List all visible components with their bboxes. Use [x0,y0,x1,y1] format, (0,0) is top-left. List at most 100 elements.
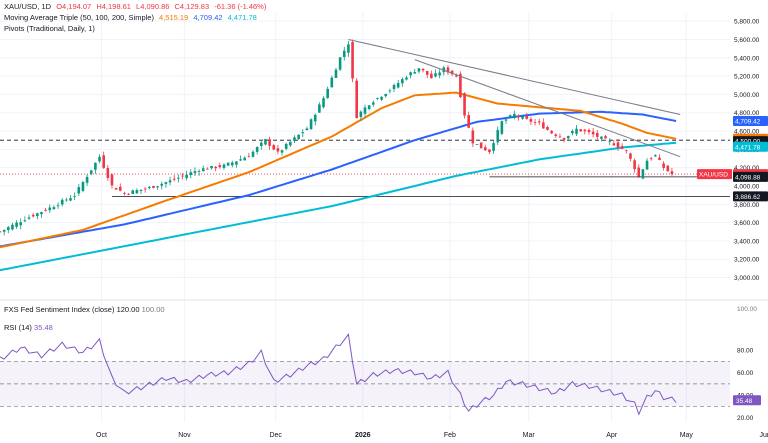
candle-body [222,164,226,168]
price-tag-box [733,116,768,127]
candle-body [359,111,363,117]
candle-body [65,199,68,201]
trendline [414,59,681,158]
candle-body [401,79,404,84]
candle-body [525,115,529,119]
candle-body [44,209,47,211]
time-tick-label: Jun [759,432,768,439]
candle-body [218,165,222,168]
price-tag-label: 3,886.62 [735,194,761,201]
candle-body [508,115,512,118]
candle-body [56,205,60,207]
candle-body [272,145,276,150]
price-tick-label: 5,600.00 [734,37,760,44]
candle-body [371,102,375,105]
candle-body [471,130,475,144]
candle-body [210,165,213,169]
ma200-line [0,141,677,272]
candle-body [633,160,636,170]
candle-body [334,69,338,78]
candle-body [239,159,242,161]
ma100-line [0,110,677,248]
trendlines [348,38,681,158]
candle-body [131,190,135,195]
candle-body [148,186,151,189]
candle-body [31,214,35,217]
candle-body [52,207,56,210]
candle-body [625,150,628,152]
ma200-value: 4,471.78 [227,13,257,22]
rsi-legend-value: 35.48 [34,323,53,332]
time-tick-label: Oct [96,432,107,439]
ohlc-legend: XAU/USD, 1D O4,194.07 H4,198.61 L4,090.8… [4,1,269,12]
candle-body [255,147,259,152]
ma-legend[interactable]: Moving Average Triple (50, 100, 200, Sim… [4,12,269,23]
candle-body [89,170,93,174]
candle-body [235,161,238,165]
pivots-legend[interactable]: Pivots (Traditional, Daily, 1) [4,23,269,34]
candle-body [620,146,624,149]
time-tick-label: 2026 [355,432,371,439]
candle-body [98,156,101,162]
candle-body [19,222,23,226]
candle-body [85,176,89,183]
time-tick-label: Nov [178,432,191,439]
candle-body [513,113,516,118]
candle-body [488,149,491,153]
candle-body [612,143,616,146]
candle-body [396,83,400,88]
candle-body [251,151,255,157]
price-tick-label: 5,000.00 [734,92,760,99]
price-tag-box [733,191,768,202]
sentiment-legend[interactable]: FXS Fed Sentiment Index (close) 120.00 1… [4,304,165,315]
price-tick-label: 5,800.00 [734,19,760,26]
candle-body [446,67,450,73]
price-tag-label: 4,471.78 [735,144,761,151]
candle-body [454,75,458,77]
candle-body [591,131,595,135]
candle-body [542,122,545,129]
candle-body [127,193,130,195]
candle-body [405,77,408,80]
pivot-levels [0,139,730,197]
candle-body [483,147,487,151]
ma50-value: 4,515.19 [159,13,189,22]
rsi-legend[interactable]: RSI (14) 35.48 [4,322,53,333]
candle-body [322,98,325,108]
candle-body [629,153,632,159]
candle-body [106,168,110,178]
candle-body [318,104,321,113]
rsi-current-label: 35.48 [736,398,753,405]
candle-body [143,188,147,190]
candle-body [550,130,553,134]
open-value: O4,194.07 [56,2,92,11]
candle-body [438,72,441,76]
candle-body [662,163,665,168]
candle-body [413,72,417,74]
moving-averages [0,91,677,272]
rsi-indicator-name: RSI (14) [4,323,32,332]
candle-body [380,96,383,100]
sentiment-value-2: 100.00 [141,305,165,314]
candle-body [81,182,85,191]
candle-body [562,138,566,140]
candle-body [529,119,533,122]
price-tick-label: 4,800.00 [734,110,760,117]
candle-body [168,180,172,183]
candle-body [69,198,72,201]
candle-body [114,188,118,190]
candle-body [214,166,217,169]
price-tick-label: 3,400.00 [734,238,760,245]
rsi-line [0,333,677,416]
candle-body [48,207,52,211]
candle-body [641,169,645,179]
candle-body [566,135,570,139]
candle-body [666,165,670,172]
candle-body [467,115,470,128]
price-tick-label: 4,600.00 [734,129,760,136]
price-tick-label: 4,200.00 [734,165,760,172]
sentiment-axis-label: 100.00 [737,306,757,313]
price-tags: 4,709.424,515.194,500.004,471.78XAU/USD4… [697,116,768,406]
